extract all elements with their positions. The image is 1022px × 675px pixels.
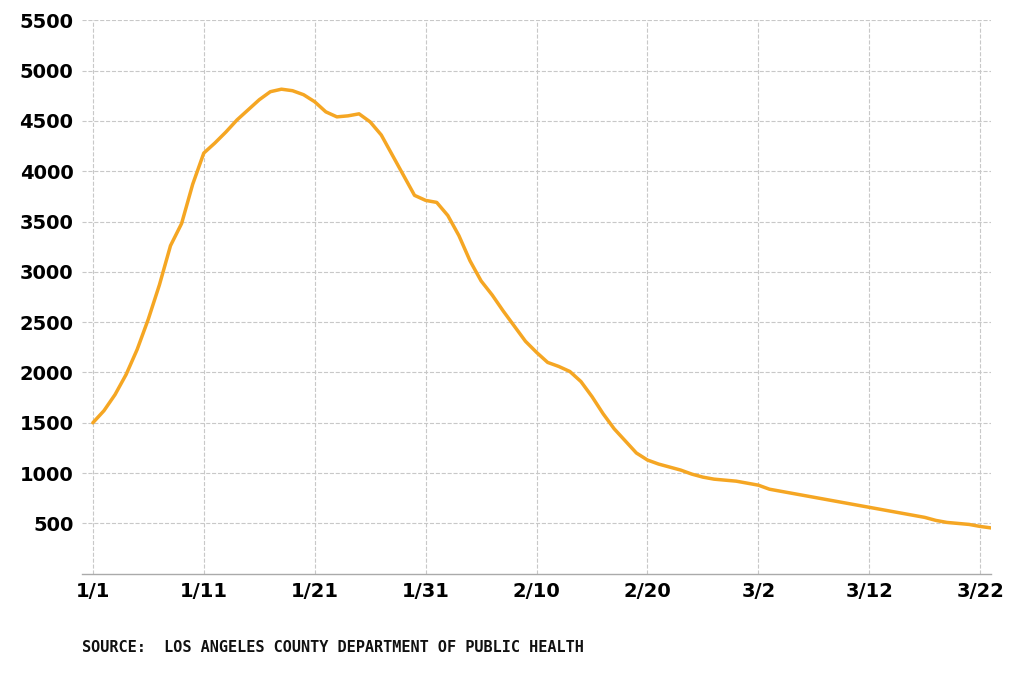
Text: SOURCE:  LOS ANGELES COUNTY DEPARTMENT OF PUBLIC HEALTH: SOURCE: LOS ANGELES COUNTY DEPARTMENT OF… — [82, 640, 584, 655]
